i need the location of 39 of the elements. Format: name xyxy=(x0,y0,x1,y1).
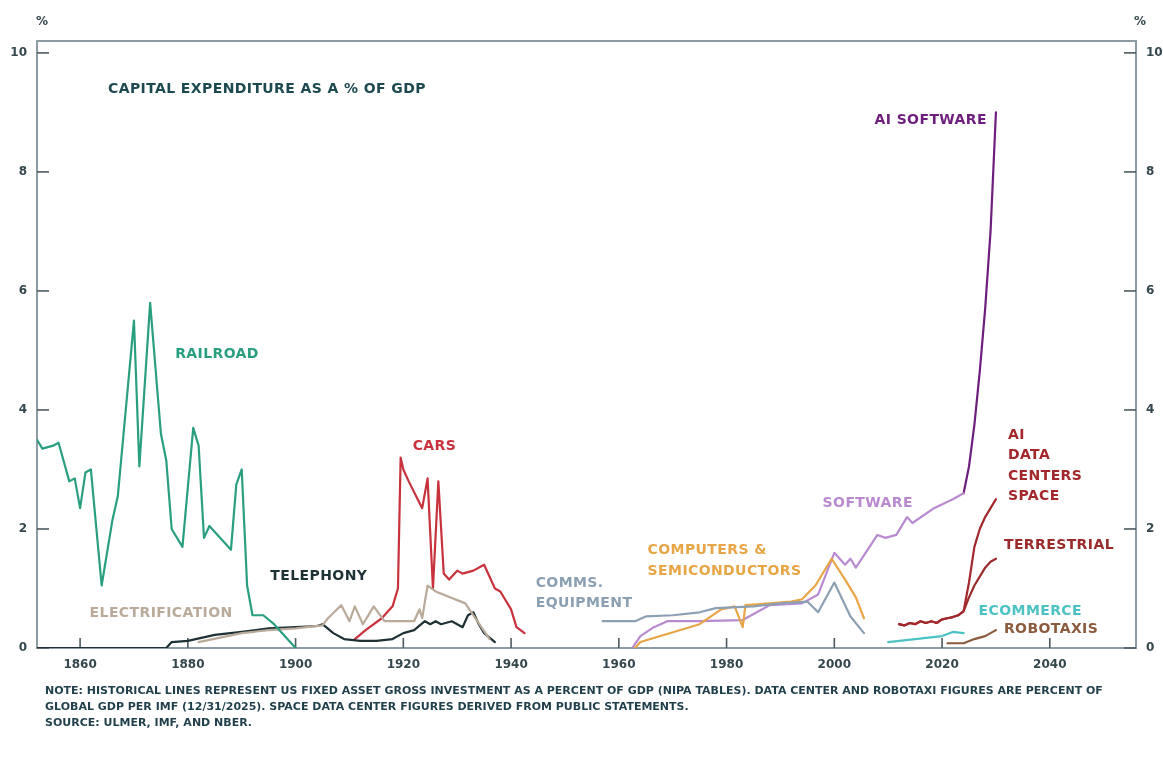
series-label: ELECTRIFICATION xyxy=(89,603,233,620)
y2-tick-label: 8 xyxy=(1146,164,1155,179)
x-tick-label: 1880 xyxy=(171,657,205,672)
y-tick-label: 8 xyxy=(18,164,27,179)
series-label: SOFTWARE xyxy=(822,493,913,510)
y-axis-title: % xyxy=(35,14,49,29)
source-note: SOURCE: ULMER, IMF, AND NBER. xyxy=(45,715,253,731)
series-label: AI SOFTWARE xyxy=(874,111,987,128)
series-label: CARS xyxy=(412,437,457,454)
y2-tick-label: 2 xyxy=(1146,521,1155,536)
x-tick-label: 1860 xyxy=(63,657,97,672)
y2-tick-label: 0 xyxy=(1146,640,1155,655)
series-label: RAILROAD xyxy=(175,345,259,362)
x-tick-label: 2040 xyxy=(1033,657,1067,672)
x-tick-label: 1900 xyxy=(278,657,313,672)
y-tick-label: 0 xyxy=(18,640,27,655)
series-label: TERRESTRIAL xyxy=(1003,536,1114,553)
y-tick-label: 6 xyxy=(18,283,27,298)
x-tick-label: 2000 xyxy=(817,657,852,672)
series-label: AI DATA CENTERS SPACE xyxy=(1007,425,1083,504)
y2-tick-label: 4 xyxy=(1146,402,1155,417)
y2-axis-title: % xyxy=(1133,14,1147,29)
x-tick-label: 1940 xyxy=(494,657,528,672)
y-tick-label: 2 xyxy=(18,521,27,536)
y2-tick-label: 6 xyxy=(1146,283,1155,298)
series-label: COMMS. EQUIPMENT xyxy=(535,573,633,611)
y-tick-label: 4 xyxy=(18,402,27,417)
x-tick-label: 1920 xyxy=(386,657,421,672)
x-tick-label: 1960 xyxy=(602,657,636,672)
y-tick-label: 10 xyxy=(10,45,27,60)
series-label: ROBOTAXIS xyxy=(1003,619,1099,636)
text: NOTE: HISTORICAL LINES REPRESENT US FIXED ASSET GROSS INVESTMENT AS A PERCENT OF GDP (NIPA TABLES). DATA CENTER AND ROBOTAXI FIGURES ARE PERCENT OF GLOBAL GDP PER IMF (12/31/2025). SPACE DATA CENTER FIGURES DERIVED FROM PUBLIC STATEMENTS. xyxy=(45,683,1104,715)
x-tick-label: 2020 xyxy=(925,657,959,672)
x-tick-label: 1980 xyxy=(709,657,744,672)
text: CAPITAL EXPENDITURE AS A % OF GDP xyxy=(108,79,426,96)
series-label: COMPUTERS & SEMICONDUCTORS xyxy=(647,541,802,578)
y2-tick-label: 10 xyxy=(1146,45,1163,60)
series-label: ECOMMERCE xyxy=(978,601,1082,618)
text: TELEPHONY xyxy=(270,566,368,583)
